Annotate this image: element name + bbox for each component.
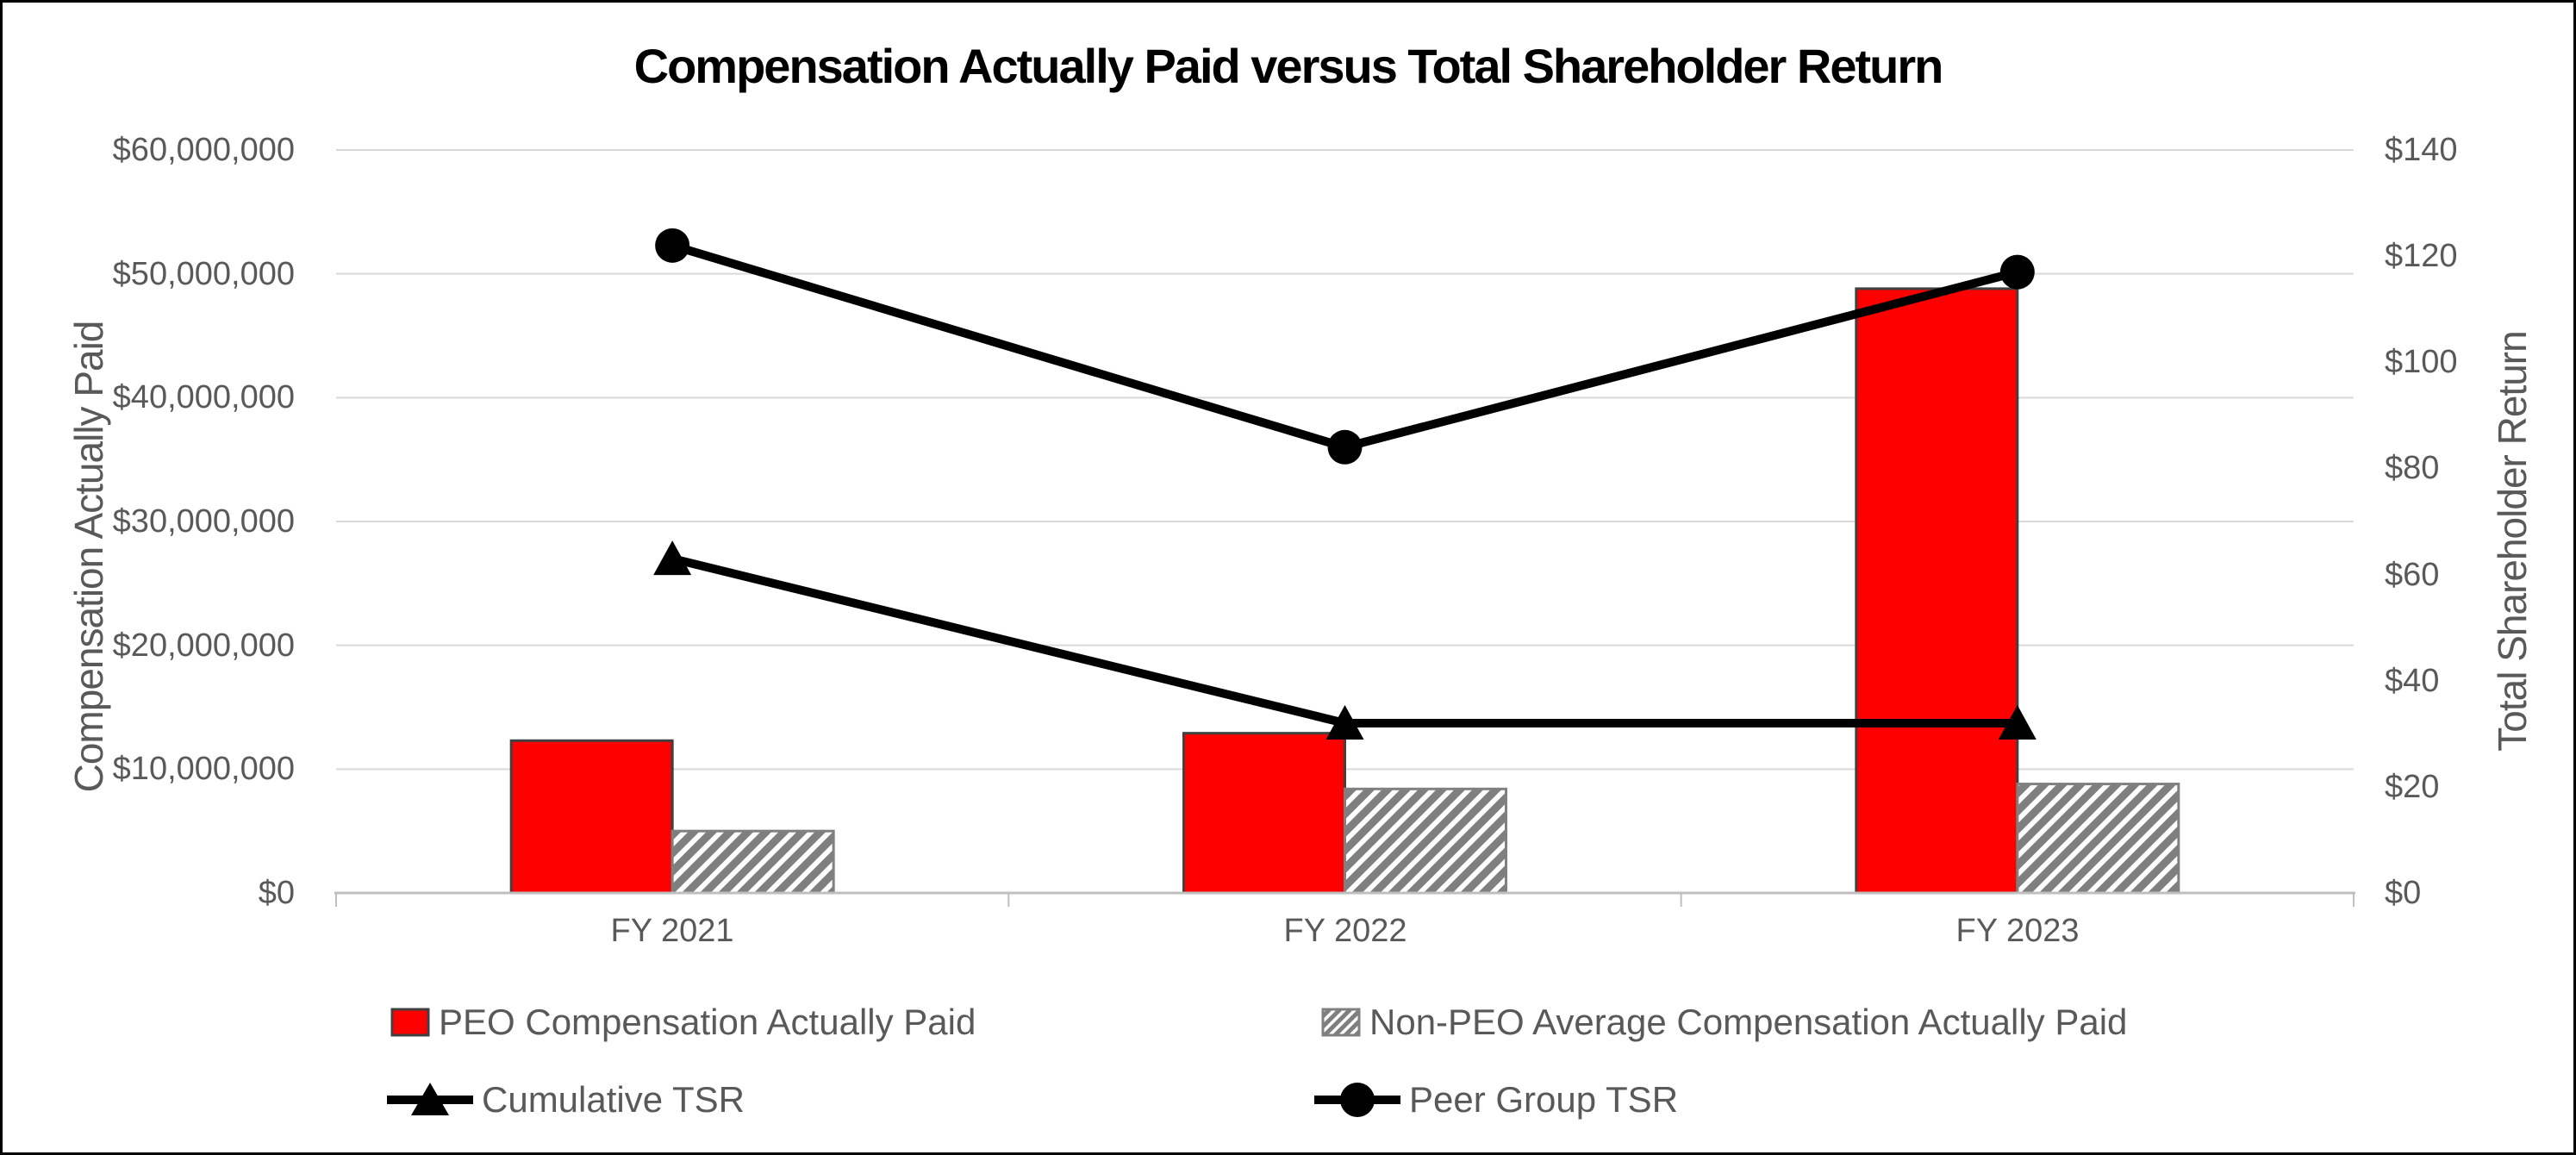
- bar-non-peo-compensation: [671, 829, 835, 895]
- left-axis-tick-label: $60,000,000: [112, 132, 295, 168]
- legend-marker-cumulative-tsr: [387, 1083, 473, 1115]
- legend-label-peo-compensation: PEO Compensation Actually Paid: [439, 1002, 976, 1042]
- right-axis-tick-label: $140: [2385, 132, 2458, 168]
- x-axis-label-fy2022: FY 2022: [1283, 913, 1407, 949]
- legend-swatch-non-peo-bar: [1321, 1008, 1361, 1037]
- left-axis-tick-label: $10,000,000: [112, 751, 295, 788]
- left-axis-tick-label: $40,000,000: [112, 379, 295, 416]
- marker-triangle: [1325, 704, 1364, 740]
- right-axis-tick-label: $0: [2385, 875, 2422, 911]
- marker-circle: [655, 228, 690, 263]
- chart-title: Compensation Actually Paid versus Total …: [633, 39, 1944, 93]
- bar-peo-compensation: [1182, 732, 1346, 895]
- line-peer-group-tsr: [671, 241, 2019, 452]
- legend-label-non-peo-compensation: Non-PEO Average Compensation Actually Pa…: [1369, 1002, 2128, 1042]
- bar-peo-compensation: [1855, 287, 2019, 895]
- legend-swatch-peo-bar: [390, 1008, 430, 1037]
- legend-label-peer-group-tsr: Peer Group TSR: [1409, 1079, 1679, 1120]
- legend-marker-peer-group-tsr: [1314, 1083, 1400, 1117]
- bar-peo-compensation: [509, 739, 674, 895]
- legend-label-cumulative-tsr: Cumulative TSR: [482, 1079, 745, 1120]
- marker-triangle: [1998, 704, 2036, 740]
- x-axis-label-fy2021: FY 2021: [610, 913, 734, 949]
- left-axis-tick-label: $20,000,000: [112, 627, 295, 664]
- marker-triangle: [653, 540, 692, 576]
- plot-area: [334, 149, 2355, 907]
- marker-circle: [1327, 429, 1363, 465]
- x-axis-label-fy2023: FY 2023: [1955, 913, 2080, 949]
- right-axis-tick-label: $80: [2385, 450, 2440, 487]
- right-axis-tick-label: $120: [2385, 238, 2458, 275]
- left-axis-tick-label: $0: [258, 875, 295, 911]
- right-axis-tick-label: $100: [2385, 344, 2458, 381]
- bar-non-peo-compensation: [2016, 783, 2180, 895]
- right-axis-tick-label: $60: [2385, 556, 2440, 593]
- marker-circle: [1999, 254, 2035, 290]
- left-axis-tick-label: $50,000,000: [112, 255, 295, 292]
- left-axis-tick-label: $30,000,000: [112, 503, 295, 540]
- right-axis-tick-label: $40: [2385, 662, 2440, 699]
- right-axis-tick-label: $20: [2385, 768, 2440, 805]
- line-cumulative-tsr: [671, 554, 2018, 727]
- bar-non-peo-compensation: [1344, 787, 1507, 895]
